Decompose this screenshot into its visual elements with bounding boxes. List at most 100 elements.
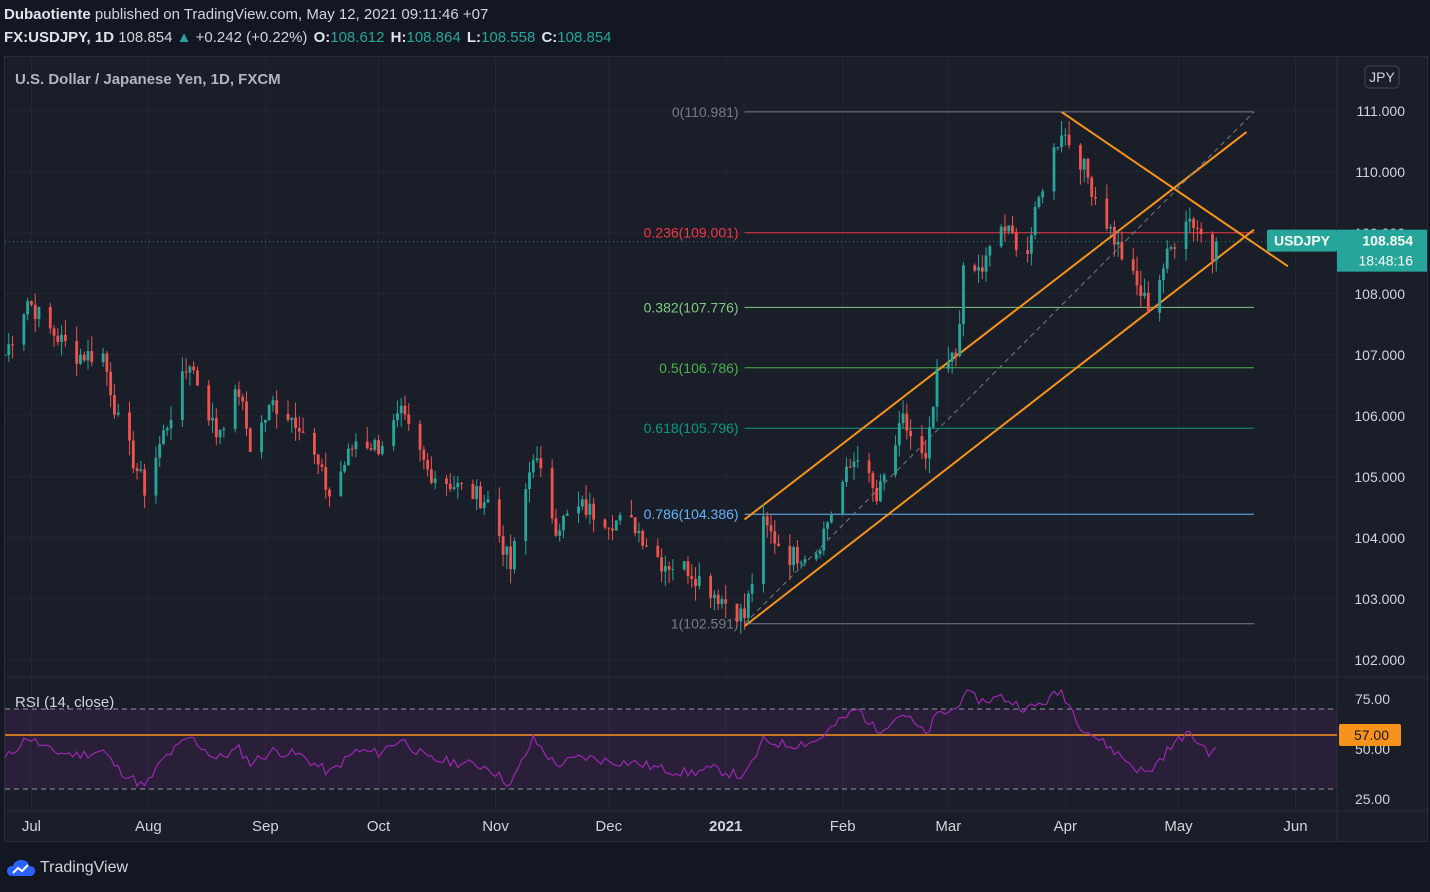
candle-body <box>818 550 822 555</box>
candle-body <box>531 460 535 473</box>
price-change: +0.242 (+0.22%) <box>195 29 308 46</box>
candle-body <box>445 478 448 484</box>
candle-body <box>875 487 879 502</box>
candle-body <box>56 335 60 342</box>
candle-body <box>1120 241 1124 260</box>
candle-body <box>324 467 328 490</box>
candle-body <box>999 226 1003 247</box>
candle-body <box>799 562 803 564</box>
candle-body <box>52 328 56 336</box>
price-tick-label: 106.000 <box>1354 408 1405 424</box>
candle-body <box>263 419 267 423</box>
candle-body <box>743 608 746 619</box>
candle-body <box>1090 177 1094 197</box>
candle-body <box>822 528 826 551</box>
candle-body <box>697 576 701 586</box>
candle-body <box>856 460 860 462</box>
fib-level-label: 0.618(105.796) <box>644 420 739 436</box>
candle-body <box>1014 232 1018 251</box>
candle-body <box>637 530 641 534</box>
candle-body <box>48 307 52 329</box>
candle-body <box>343 464 347 472</box>
candle-body <box>22 314 26 345</box>
candle-body <box>497 499 501 536</box>
candle-body <box>7 344 11 355</box>
candle-body <box>248 428 252 452</box>
candle-body <box>377 440 380 455</box>
candle-body <box>984 255 988 272</box>
candle-body <box>109 371 113 396</box>
candle-body <box>618 515 622 521</box>
fib-level-label: 0.786(104.386) <box>644 506 739 522</box>
candle-body <box>135 468 139 471</box>
candle-body <box>1029 234 1033 254</box>
candle-body <box>403 405 407 415</box>
candle-body <box>645 545 648 547</box>
time-tick-label: Feb <box>830 818 856 835</box>
candle-body <box>712 594 716 598</box>
candle-body <box>1143 292 1146 296</box>
close-key: C: <box>541 29 558 46</box>
fib-level-label: 0.5(106.786) <box>659 360 738 376</box>
time-tick-label: Sep <box>252 818 279 835</box>
candle-body <box>1162 268 1165 280</box>
candle-body <box>656 545 660 558</box>
candle-body <box>365 441 369 449</box>
candle-body <box>528 472 531 490</box>
candle-body <box>1078 145 1082 170</box>
time-tick-label: Oct <box>367 818 391 835</box>
candle-body <box>924 453 928 459</box>
candle-body <box>660 557 663 572</box>
high-key: H: <box>390 29 407 46</box>
candle-body <box>456 482 460 488</box>
rsi-line <box>4 688 1217 788</box>
candle-body <box>350 448 354 450</box>
candle-body <box>1007 225 1011 232</box>
candle-body <box>724 599 728 604</box>
price-tick-label: 111.000 <box>1356 103 1405 119</box>
candle-body <box>286 413 290 420</box>
candle-body <box>222 428 226 431</box>
symbol-line: FX:USDJPY, 1D 108.854 ▲ +0.242 (+0.22%) … <box>4 29 612 46</box>
chart-container[interactable]: 0(110.981) 0.236(109.001) 0.382(107.776) 0.… <box>3 56 1428 842</box>
candle-body <box>746 593 750 619</box>
candle-body <box>429 469 433 483</box>
time-tick-label: Dec <box>595 818 622 835</box>
candle-body <box>422 449 426 460</box>
candle-body <box>769 525 773 532</box>
candle-body <box>241 396 245 402</box>
close-value: 108.854 <box>557 29 612 46</box>
candle-body <box>980 267 984 272</box>
candle-body <box>1067 134 1071 146</box>
candle-body <box>75 340 79 364</box>
candle-body <box>86 351 90 361</box>
time-tick-label: May <box>1164 818 1193 835</box>
candle-body <box>1052 147 1056 192</box>
candle-body <box>773 531 777 544</box>
time-tick-label: Jul <box>22 818 41 835</box>
candle-body <box>1158 279 1162 313</box>
price-tag-symbol-box <box>1267 229 1337 252</box>
candle-body <box>592 503 596 520</box>
candle-body <box>26 301 30 315</box>
author-name[interactable]: Dubaotiente <box>4 6 91 23</box>
candle-body <box>690 576 694 579</box>
candle-body <box>577 506 580 514</box>
candle-body <box>580 499 584 507</box>
candle-body <box>184 371 188 373</box>
footer: TradingView <box>0 844 1430 892</box>
brand-name: TradingView <box>40 859 129 876</box>
candle-body <box>1109 226 1113 229</box>
candle-body <box>1026 250 1029 254</box>
open-value: 108.612 <box>330 29 385 46</box>
tradingview-logo[interactable]: TradingView <box>6 858 128 878</box>
candle-body <box>882 474 886 482</box>
open-key: O: <box>313 29 331 46</box>
candle-body <box>1188 218 1192 222</box>
price-chart[interactable]: 0(110.981) 0.236(109.001) 0.382(107.776) 0.… <box>3 57 1427 841</box>
candle-body <box>554 518 558 536</box>
chart-title: U.S. Dollar / Japanese Yen, 1D, FXCM <box>15 71 281 88</box>
candle-body <box>739 608 743 622</box>
price-tag-box <box>1337 229 1427 272</box>
candle-body <box>162 430 165 444</box>
